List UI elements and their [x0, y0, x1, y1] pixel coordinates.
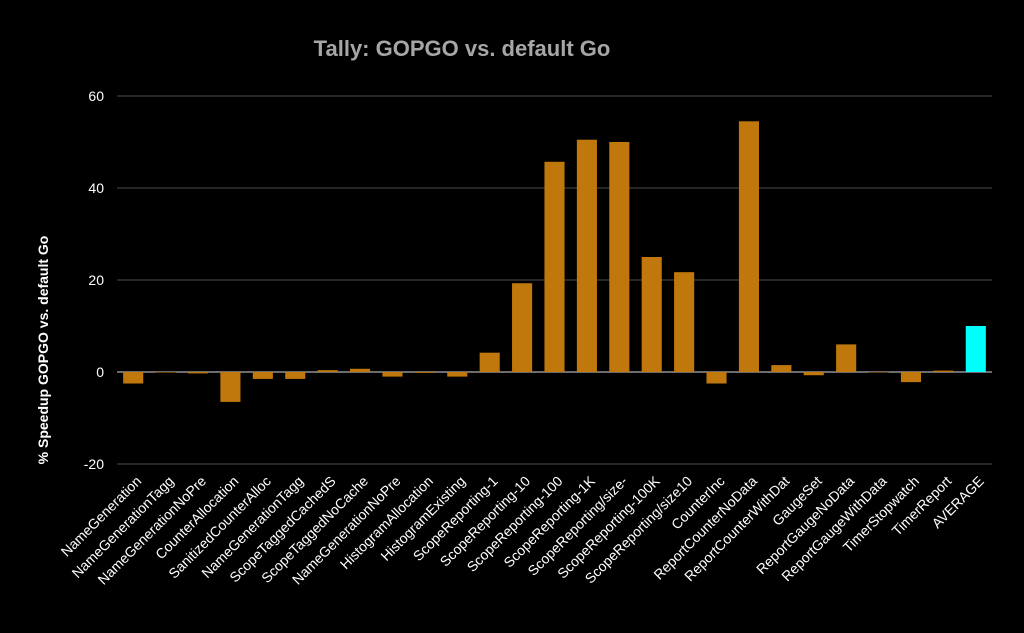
bar-16 [641, 257, 662, 372]
bar-3 [220, 372, 241, 402]
bar-7 [350, 368, 371, 372]
bar-8 [382, 372, 403, 377]
y-tick-label-2: 20 [88, 272, 104, 288]
bar-10 [447, 372, 468, 377]
bar-23 [868, 372, 889, 373]
bar-26 [965, 326, 986, 372]
bar-18 [706, 372, 727, 384]
bars [123, 121, 986, 402]
bar-19 [738, 121, 759, 372]
bar-5 [285, 372, 306, 379]
bar-22 [836, 344, 857, 372]
bar-25 [933, 370, 954, 372]
chart-title: Tally: GOPGO vs. default Go [314, 36, 611, 61]
y-tick-label-0: -20 [84, 456, 104, 472]
x-axis-ticks: NameGenerationNameGenerationTaggNameGene… [58, 472, 987, 587]
y-tick-label-3: 40 [88, 180, 104, 196]
bar-0 [123, 372, 144, 384]
bar-4 [252, 372, 273, 379]
bar-2 [187, 372, 209, 374]
bar-17 [674, 272, 695, 372]
bar-14 [576, 139, 597, 372]
bar-1 [155, 372, 176, 373]
bar-11 [479, 352, 500, 372]
y-tick-label-1: 0 [96, 364, 104, 380]
bar-21 [803, 372, 824, 376]
bar-20 [771, 365, 792, 372]
y-axis-ticks: -20 0 20 40 60 [84, 88, 104, 472]
bar-24 [900, 372, 922, 383]
bar-15 [609, 142, 630, 372]
bar-13 [544, 161, 565, 372]
bar-12 [512, 283, 533, 372]
bar-9 [414, 372, 435, 373]
y-axis-label: % Speedup GOPGO vs. default Go [35, 236, 51, 465]
y-tick-label-4: 60 [88, 88, 104, 104]
bar-6 [317, 370, 338, 372]
